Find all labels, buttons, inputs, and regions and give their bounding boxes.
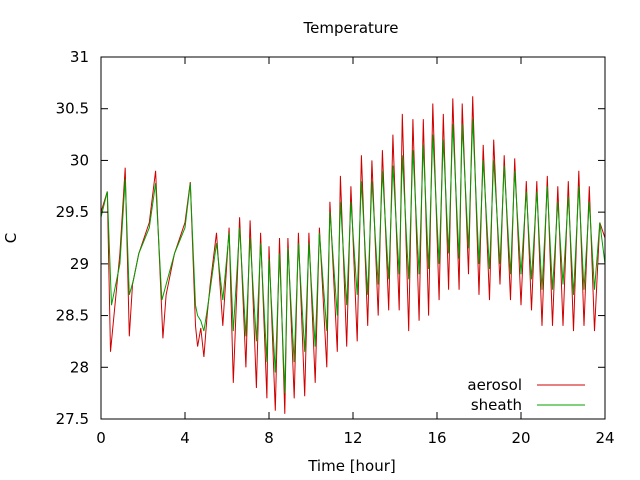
x-tick-label: 16 bbox=[427, 429, 446, 447]
x-tick-label: 4 bbox=[180, 429, 190, 447]
y-tick-label: 30.5 bbox=[56, 100, 89, 118]
y-tick-label: 28 bbox=[70, 358, 89, 376]
x-tick-label: 12 bbox=[343, 429, 362, 447]
x-tick-label: 24 bbox=[595, 429, 614, 447]
y-tick-label: 31 bbox=[70, 48, 89, 66]
series-lines bbox=[100, 96, 606, 414]
y-tick-label: 28.5 bbox=[56, 307, 89, 325]
legend: aerosol sheath bbox=[467, 376, 585, 414]
series-line-sheath bbox=[100, 119, 606, 394]
y-tick-label: 29 bbox=[70, 255, 89, 273]
x-tick-label: 8 bbox=[264, 429, 274, 447]
series-line-aerosol bbox=[100, 96, 606, 414]
x-axis-label: Time [hour] bbox=[307, 457, 396, 475]
x-tick-label: 20 bbox=[511, 429, 530, 447]
x-tick-label: 0 bbox=[96, 429, 106, 447]
y-tick-label: 30 bbox=[70, 151, 89, 169]
y-tick-label: 29.5 bbox=[56, 203, 89, 221]
legend-label-sheath: sheath bbox=[471, 396, 522, 414]
y-tick-label: 27.5 bbox=[56, 410, 89, 428]
chart-title: Temperature bbox=[302, 19, 398, 37]
axis-ticks: 0 4 8 12 16 20 24 27.5 28 28.5 29 29.5 30 30.5 31 bbox=[56, 48, 615, 447]
y-axis-label: C bbox=[2, 233, 20, 243]
legend-label-aerosol: aerosol bbox=[467, 376, 522, 394]
